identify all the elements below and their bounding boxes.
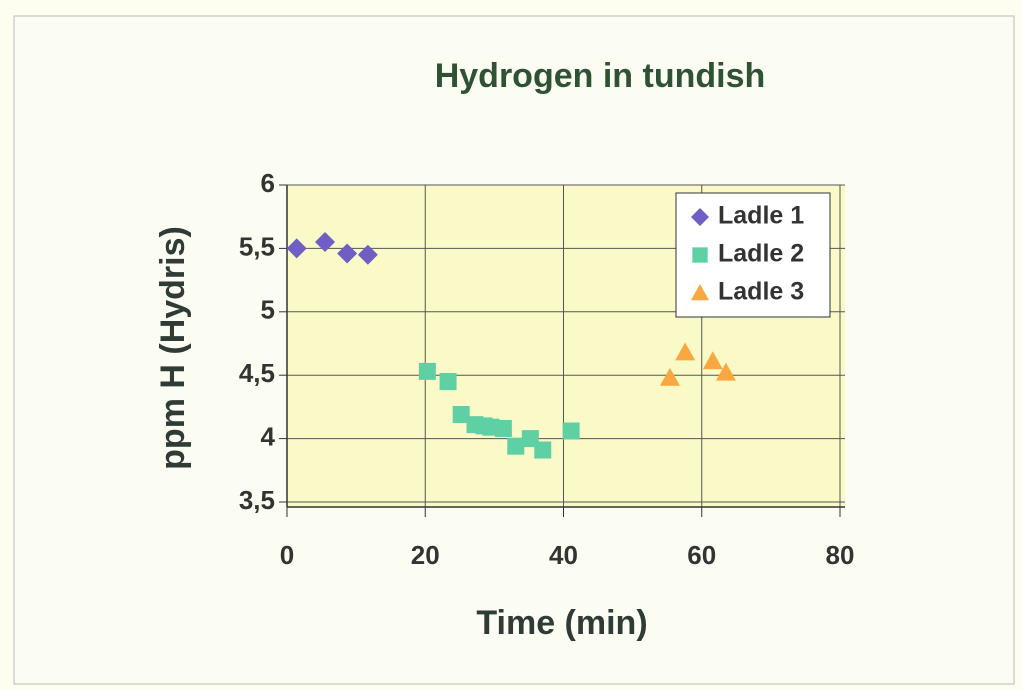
marker bbox=[337, 243, 358, 264]
marker bbox=[691, 284, 709, 301]
legend-label: Ladle 1 bbox=[718, 202, 804, 230]
marker bbox=[315, 232, 336, 253]
marker bbox=[715, 362, 736, 381]
marker bbox=[562, 422, 580, 440]
marker bbox=[691, 208, 709, 226]
y-tick-label: 4 bbox=[261, 421, 276, 451]
y-tick-label: 6 bbox=[261, 168, 275, 198]
marker bbox=[675, 342, 696, 361]
legend-label: Ladle 2 bbox=[718, 240, 804, 268]
marker bbox=[534, 441, 552, 459]
marker bbox=[659, 367, 680, 386]
marker bbox=[418, 362, 436, 380]
marker bbox=[357, 244, 378, 265]
x-tick-label: 0 bbox=[280, 540, 294, 570]
y-axis-label: ppm H (Hydris) bbox=[154, 226, 192, 470]
marker bbox=[702, 351, 723, 370]
x-tick-label: 80 bbox=[826, 540, 855, 570]
legend-label: Ladle 3 bbox=[718, 278, 804, 306]
chart-title: Hydrogen in tundish bbox=[435, 57, 766, 95]
marker bbox=[507, 437, 525, 455]
marker bbox=[494, 419, 512, 437]
y-tick-label: 5,5 bbox=[239, 231, 275, 261]
y-tick-label: 5 bbox=[261, 295, 275, 325]
y-tick-label: 3,5 bbox=[239, 485, 275, 515]
marker bbox=[452, 406, 470, 424]
x-axis-label: Time (min) bbox=[476, 604, 647, 642]
x-tick-label: 40 bbox=[549, 540, 578, 570]
x-tick-label: 60 bbox=[687, 540, 716, 570]
x-tick-label: 20 bbox=[411, 540, 440, 570]
marker bbox=[692, 247, 708, 263]
marker bbox=[439, 373, 457, 391]
y-tick-label: 4,5 bbox=[239, 358, 275, 388]
marker bbox=[286, 238, 307, 259]
